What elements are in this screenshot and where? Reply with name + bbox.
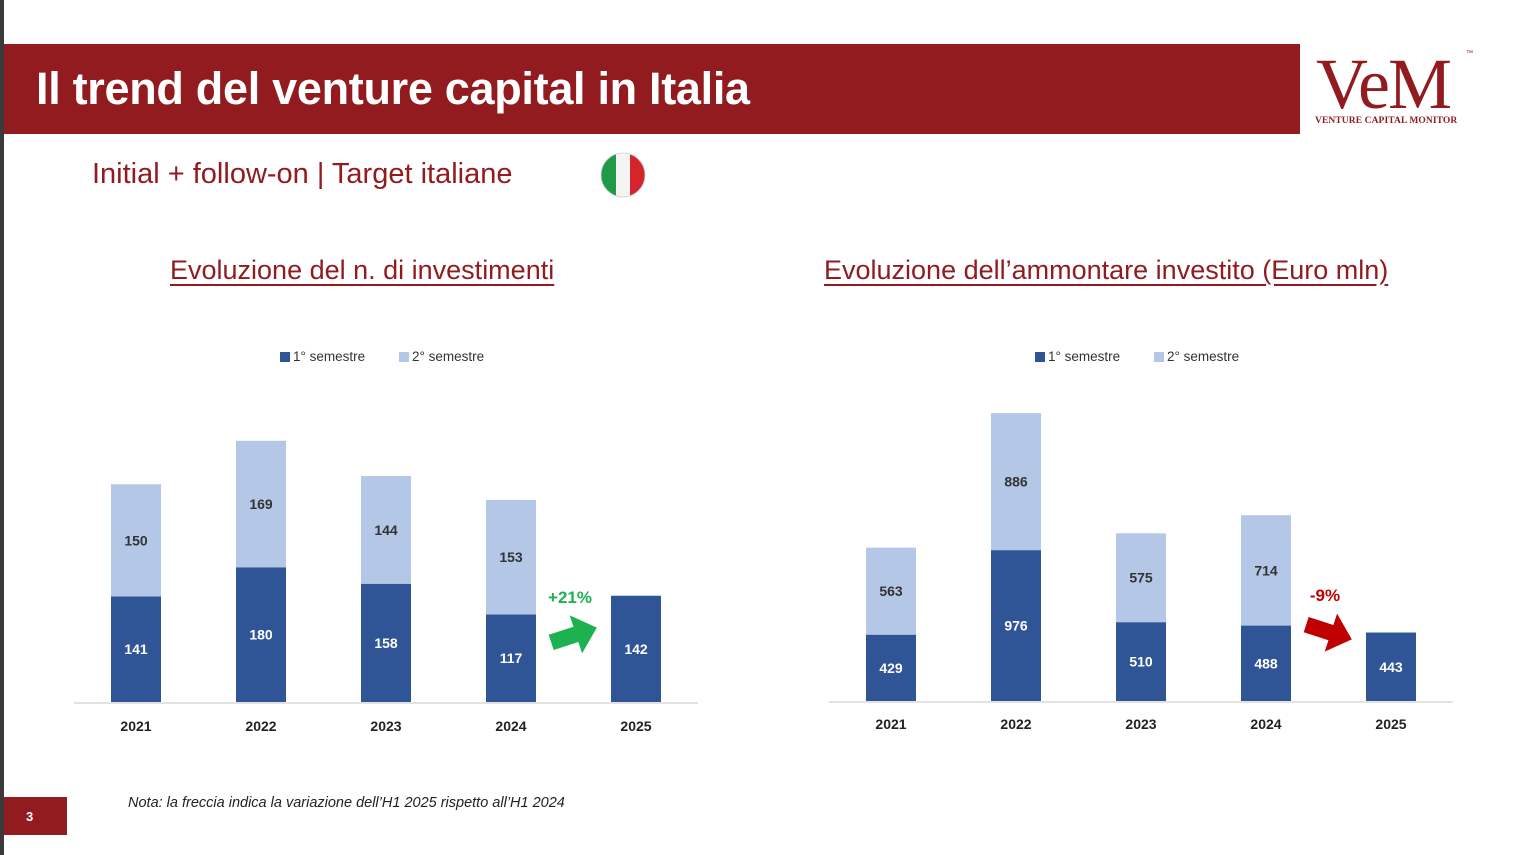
bar-second-half-2022 (236, 440, 286, 568)
chart-legend: 1° semestre 2° semestre (1035, 349, 1239, 364)
x-tick-label-2021: 2021 (120, 718, 151, 734)
data-label-second-half-2023: 575 (1129, 570, 1153, 586)
data-label-second-half-2024: 153 (499, 549, 523, 565)
logo-tagline: VENTURE CAPITAL MONITOR (1315, 116, 1458, 126)
data-label-second-half-2022: 886 (1004, 474, 1028, 490)
chart-legend: 1° semestre 2° semestre (280, 349, 484, 364)
change-arrow-down-icon (1303, 613, 1352, 652)
legend-label-2: 2° semestre (1167, 349, 1239, 364)
data-label-second-half-2021: 150 (124, 532, 148, 548)
x-tick-label-2024: 2024 (495, 718, 526, 734)
header-band: Il trend del venture capital in Italia (4, 44, 1300, 134)
bar-first-half-2023 (361, 583, 411, 702)
left-edge-bar (0, 0, 4, 855)
bar-second-half-2023 (361, 475, 411, 584)
bar-first-half-2022 (991, 550, 1041, 701)
legend-swatch-2 (399, 352, 409, 362)
x-tick-label-2025: 2025 (1375, 716, 1406, 732)
bar-second-half-2021 (111, 484, 161, 597)
bar-first-half-2024 (1241, 625, 1291, 701)
chart-title-investments-count: Evoluzione del n. di investimenti (170, 255, 555, 285)
x-tick-label-2023: 2023 (370, 718, 401, 734)
legend-label-1: 1° semestre (1048, 349, 1120, 364)
legend-label-1: 1° semestre (293, 349, 365, 364)
x-tick-label-2022: 2022 (245, 718, 276, 734)
bar-first-half-2024 (486, 614, 536, 702)
bar-first-half-2021 (866, 634, 916, 701)
bar-first-half-2025 (1366, 632, 1416, 701)
data-label-second-half-2022: 169 (249, 496, 273, 512)
legend-swatch-1 (1035, 352, 1045, 362)
bar-first-half-2021 (111, 596, 161, 702)
page-title: Il trend del venture capital in Italia (36, 63, 750, 114)
data-label-second-half-2021: 563 (879, 583, 903, 599)
footnote: Nota: la freccia indica la variazione de… (128, 795, 565, 811)
data-label-first-half-2023: 510 (1129, 654, 1153, 670)
bar-second-half-2021 (866, 547, 916, 635)
data-label-first-half-2024: 488 (1254, 655, 1278, 671)
x-tick-label-2021: 2021 (875, 716, 906, 732)
data-label-first-half-2021: 429 (879, 660, 903, 676)
page-subtitle: Initial + follow-on | Target italiane (92, 158, 513, 190)
data-label-first-half-2025: 443 (1379, 659, 1403, 675)
bar-second-half-2023 (1116, 533, 1166, 623)
bar-second-half-2024 (486, 499, 536, 615)
chart-amount-invested: 1° semestre 2° semestre 429 563 2021 976 886 20… (829, 349, 1453, 732)
legend-swatch-1 (280, 352, 290, 362)
chart-title-amount-invested: Evoluzione dell’ammontare investito (Eur… (824, 255, 1389, 285)
data-label-first-half-2022: 180 (249, 627, 273, 643)
x-tick-label-2024: 2024 (1250, 716, 1281, 732)
data-label-first-half-2024: 117 (500, 650, 523, 666)
italian-flag-icon (600, 152, 646, 198)
data-label-first-half-2023: 158 (374, 635, 398, 651)
change-annotation-label: +21% (548, 588, 592, 607)
change-annotation-label: -9% (1310, 586, 1340, 605)
data-label-first-half-2021: 141 (124, 641, 148, 657)
legend-swatch-2 (1154, 352, 1164, 362)
logo-trademark: ™ (1466, 50, 1473, 57)
chart-investments-count: 1° semestre 2° semestre 141 150 2021 180 169 20… (74, 349, 698, 734)
page-number: 3 (4, 797, 67, 835)
data-label-first-half-2022: 976 (1004, 618, 1028, 634)
x-tick-label-2025: 2025 (620, 718, 651, 734)
data-label-first-half-2025: 142 (624, 641, 648, 657)
change-arrow-up-icon (548, 615, 597, 654)
logo-mark: VeM (1316, 44, 1452, 124)
bar-first-half-2025 (611, 595, 661, 702)
legend-label-2: 2° semestre (412, 349, 484, 364)
vem-logo: VeM ™ VENTURE CAPITAL MONITOR (1312, 48, 1484, 132)
x-tick-label-2023: 2023 (1125, 716, 1156, 732)
bar-second-half-2024 (1241, 515, 1291, 626)
bar-first-half-2023 (1116, 622, 1166, 701)
data-label-second-half-2023: 144 (374, 522, 398, 538)
bar-first-half-2022 (236, 567, 286, 702)
data-label-second-half-2024: 714 (1254, 562, 1278, 578)
bar-second-half-2022 (991, 413, 1041, 551)
x-tick-label-2022: 2022 (1000, 716, 1031, 732)
